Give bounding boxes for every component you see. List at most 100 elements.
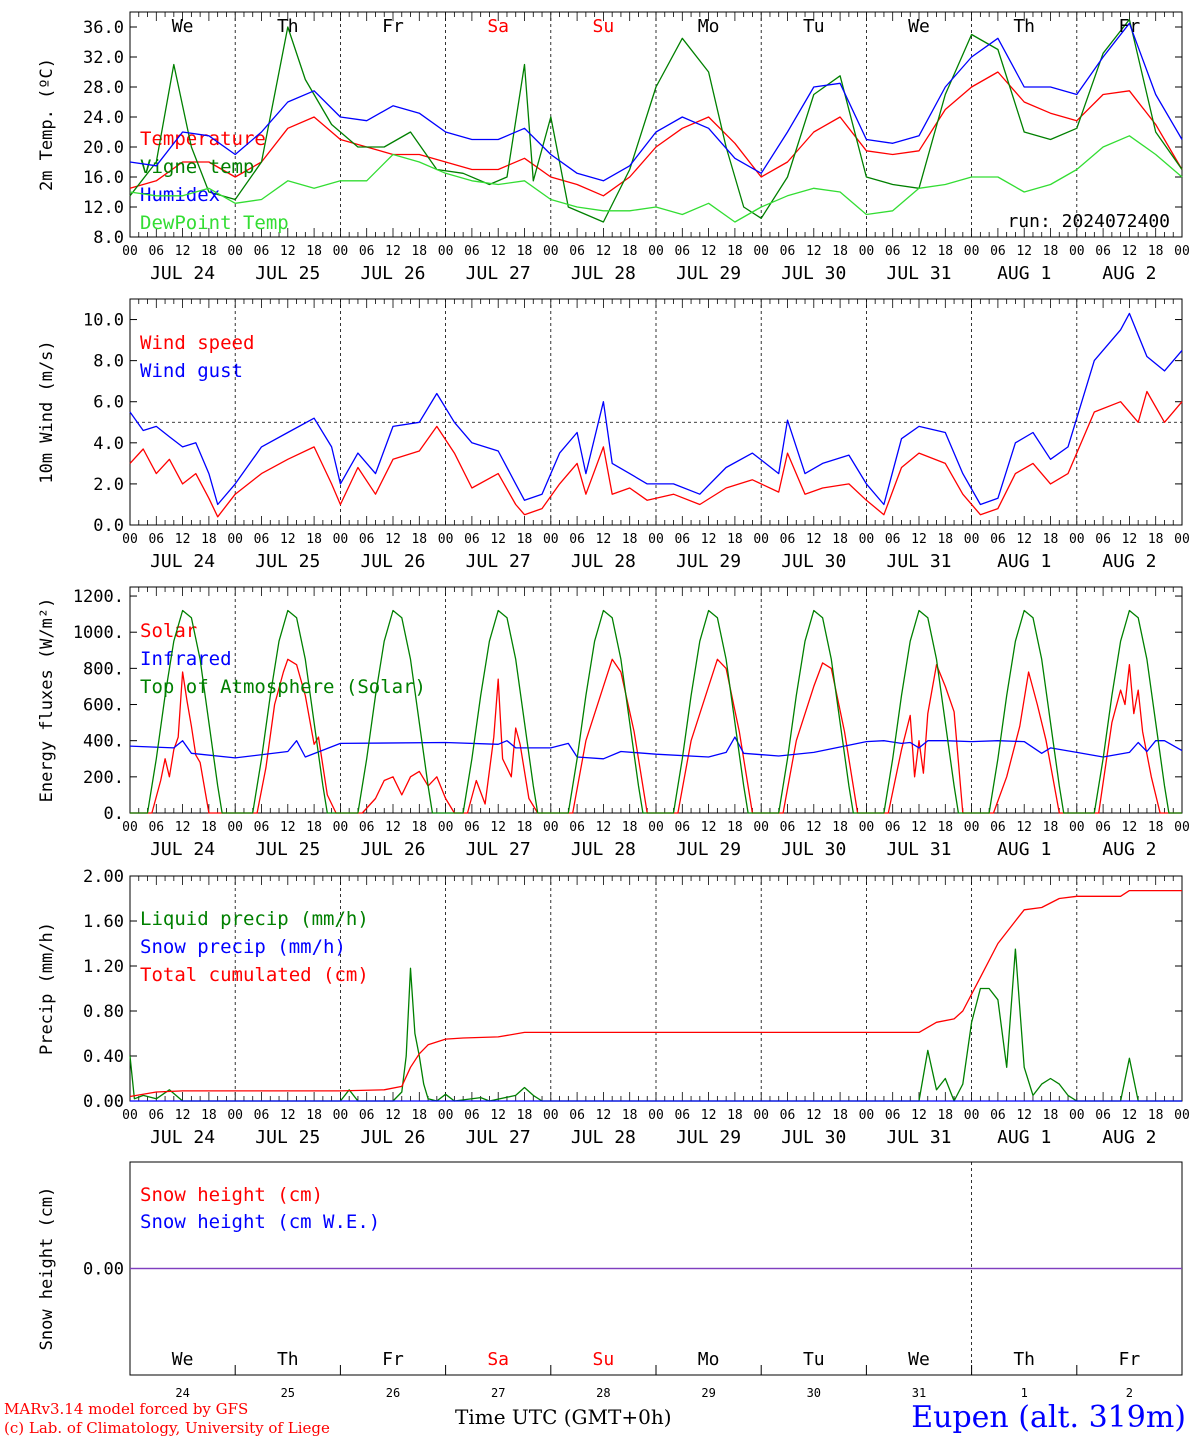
hour-tick-label: 12 <box>175 532 191 547</box>
series-line-total-cumulated-cm- <box>129 889 1182 1098</box>
weekday-label: Th <box>1013 16 1035 37</box>
y-tick-label: 1.20 <box>83 957 124 977</box>
y-tick-label: 6.0 <box>93 393 124 413</box>
hour-tick-label: 12 <box>911 244 927 259</box>
date-label: AUG 1 <box>997 1127 1051 1148</box>
y-tick-label: 2.0 <box>93 475 124 495</box>
hour-tick-label: 18 <box>1148 820 1164 835</box>
date-label: AUG 2 <box>1102 263 1156 284</box>
hour-tick-label: 00 <box>438 244 454 259</box>
y-tick-label: 8.0 <box>93 228 124 248</box>
hour-tick-label: 06 <box>885 1108 901 1123</box>
hour-tick-label: 06 <box>464 532 480 547</box>
day-number-label: 28 <box>596 1386 610 1400</box>
series-line-infrared <box>129 736 1183 760</box>
hour-tick-label: 00 <box>122 532 138 547</box>
date-label: JUL 27 <box>466 839 531 860</box>
hour-tick-label: 18 <box>1148 532 1164 547</box>
hour-tick-label: 00 <box>1069 1108 1085 1123</box>
day-number-label: 26 <box>386 1386 400 1400</box>
y-tick-label: 8.0 <box>93 352 124 372</box>
hour-tick-label: 18 <box>306 820 322 835</box>
y-tick-label: 200. <box>83 768 124 788</box>
hour-tick-label: 00 <box>648 1108 664 1123</box>
hour-tick-label: 06 <box>148 820 164 835</box>
hour-tick-label: 18 <box>306 532 322 547</box>
weekday-label: Su <box>593 1349 615 1370</box>
hour-tick-label: 12 <box>280 1108 296 1123</box>
hour-tick-label: 06 <box>359 532 375 547</box>
hour-tick-label: 12 <box>596 1108 612 1123</box>
hour-tick-label: 06 <box>569 532 585 547</box>
hour-tick-label: 12 <box>1016 1108 1032 1123</box>
hour-tick-label: 00 <box>227 1108 243 1123</box>
date-label: JUL 30 <box>781 551 846 572</box>
weekday-label: Sa <box>487 1349 509 1370</box>
hour-tick-label: 12 <box>280 244 296 259</box>
hour-tick-label: 12 <box>806 820 822 835</box>
hour-tick-label: 06 <box>254 244 270 259</box>
hour-tick-label: 18 <box>517 532 533 547</box>
legend-entry: Top of Atmosphere (Solar) <box>140 676 426 698</box>
hour-tick-label: 00 <box>753 532 769 547</box>
hour-tick-label: 12 <box>596 244 612 259</box>
weekday-label: We <box>172 16 194 37</box>
y-axis-label: Snow height (cm) <box>37 1187 57 1351</box>
date-label: JUL 25 <box>255 551 320 572</box>
x-axis-title: Time UTC (GMT+0h) <box>455 1405 672 1429</box>
hour-tick-label: 06 <box>885 820 901 835</box>
hour-tick-label: 18 <box>622 1108 638 1123</box>
hour-tick-label: 00 <box>543 1108 559 1123</box>
hour-tick-label: 18 <box>937 244 953 259</box>
hour-tick-label: 06 <box>674 244 690 259</box>
weekday-label: Fr <box>1119 1349 1141 1370</box>
hour-tick-label: 06 <box>148 1108 164 1123</box>
y-tick-label: 28.0 <box>83 78 124 98</box>
hour-tick-label: 06 <box>990 532 1006 547</box>
hour-tick-label: 18 <box>201 1108 217 1123</box>
hour-tick-label: 12 <box>490 244 506 259</box>
weekday-label: Mo <box>698 1349 720 1370</box>
y-tick-label: 1000. <box>73 623 124 643</box>
y-tick-label: 4.0 <box>93 434 124 454</box>
weekday-label: We <box>908 1349 930 1370</box>
hour-tick-label: 18 <box>727 820 743 835</box>
hour-tick-label: 00 <box>122 820 138 835</box>
hour-tick-label: 06 <box>1095 244 1111 259</box>
hour-tick-label: 00 <box>753 1108 769 1123</box>
weekday-label: Tu <box>803 1349 825 1370</box>
weekday-label: Fr <box>1119 16 1141 37</box>
weekday-label: We <box>908 16 930 37</box>
weekday-label: Th <box>277 1349 299 1370</box>
hour-tick-label: 18 <box>306 1108 322 1123</box>
hour-tick-label: 18 <box>411 1108 427 1123</box>
hour-tick-label: 12 <box>701 244 717 259</box>
y-tick-label: 0.00 <box>83 1260 124 1280</box>
date-label: JUL 28 <box>571 551 636 572</box>
day-number-label: 27 <box>491 1386 505 1400</box>
hour-tick-label: 18 <box>1043 820 1059 835</box>
series-line-temperature <box>129 71 1183 197</box>
hour-tick-label: 18 <box>622 244 638 259</box>
hour-tick-label: 18 <box>306 244 322 259</box>
hour-tick-label: 00 <box>227 244 243 259</box>
hour-tick-label: 06 <box>780 244 796 259</box>
hour-tick-label: 12 <box>385 1108 401 1123</box>
hour-tick-label: 18 <box>411 820 427 835</box>
hour-tick-label: 00 <box>964 820 980 835</box>
y-tick-label: 10.0 <box>83 311 124 331</box>
weekday-label: Sa <box>487 16 509 37</box>
run-label: run: 2024072400 <box>1007 211 1170 232</box>
hour-tick-label: 00 <box>333 532 349 547</box>
y-tick-label: 0.40 <box>83 1047 124 1067</box>
hour-tick-label: 18 <box>832 820 848 835</box>
y-tick-label: 400. <box>83 732 124 752</box>
date-label: JUL 24 <box>150 1127 215 1148</box>
hour-tick-label: 18 <box>1043 244 1059 259</box>
hour-tick-label: 00 <box>964 532 980 547</box>
hour-tick-label: 00 <box>1174 820 1190 835</box>
hour-tick-label: 18 <box>727 244 743 259</box>
hour-tick-label: 18 <box>1043 532 1059 547</box>
date-label: JUL 27 <box>466 551 531 572</box>
y-tick-label: 0.00 <box>83 1092 124 1112</box>
